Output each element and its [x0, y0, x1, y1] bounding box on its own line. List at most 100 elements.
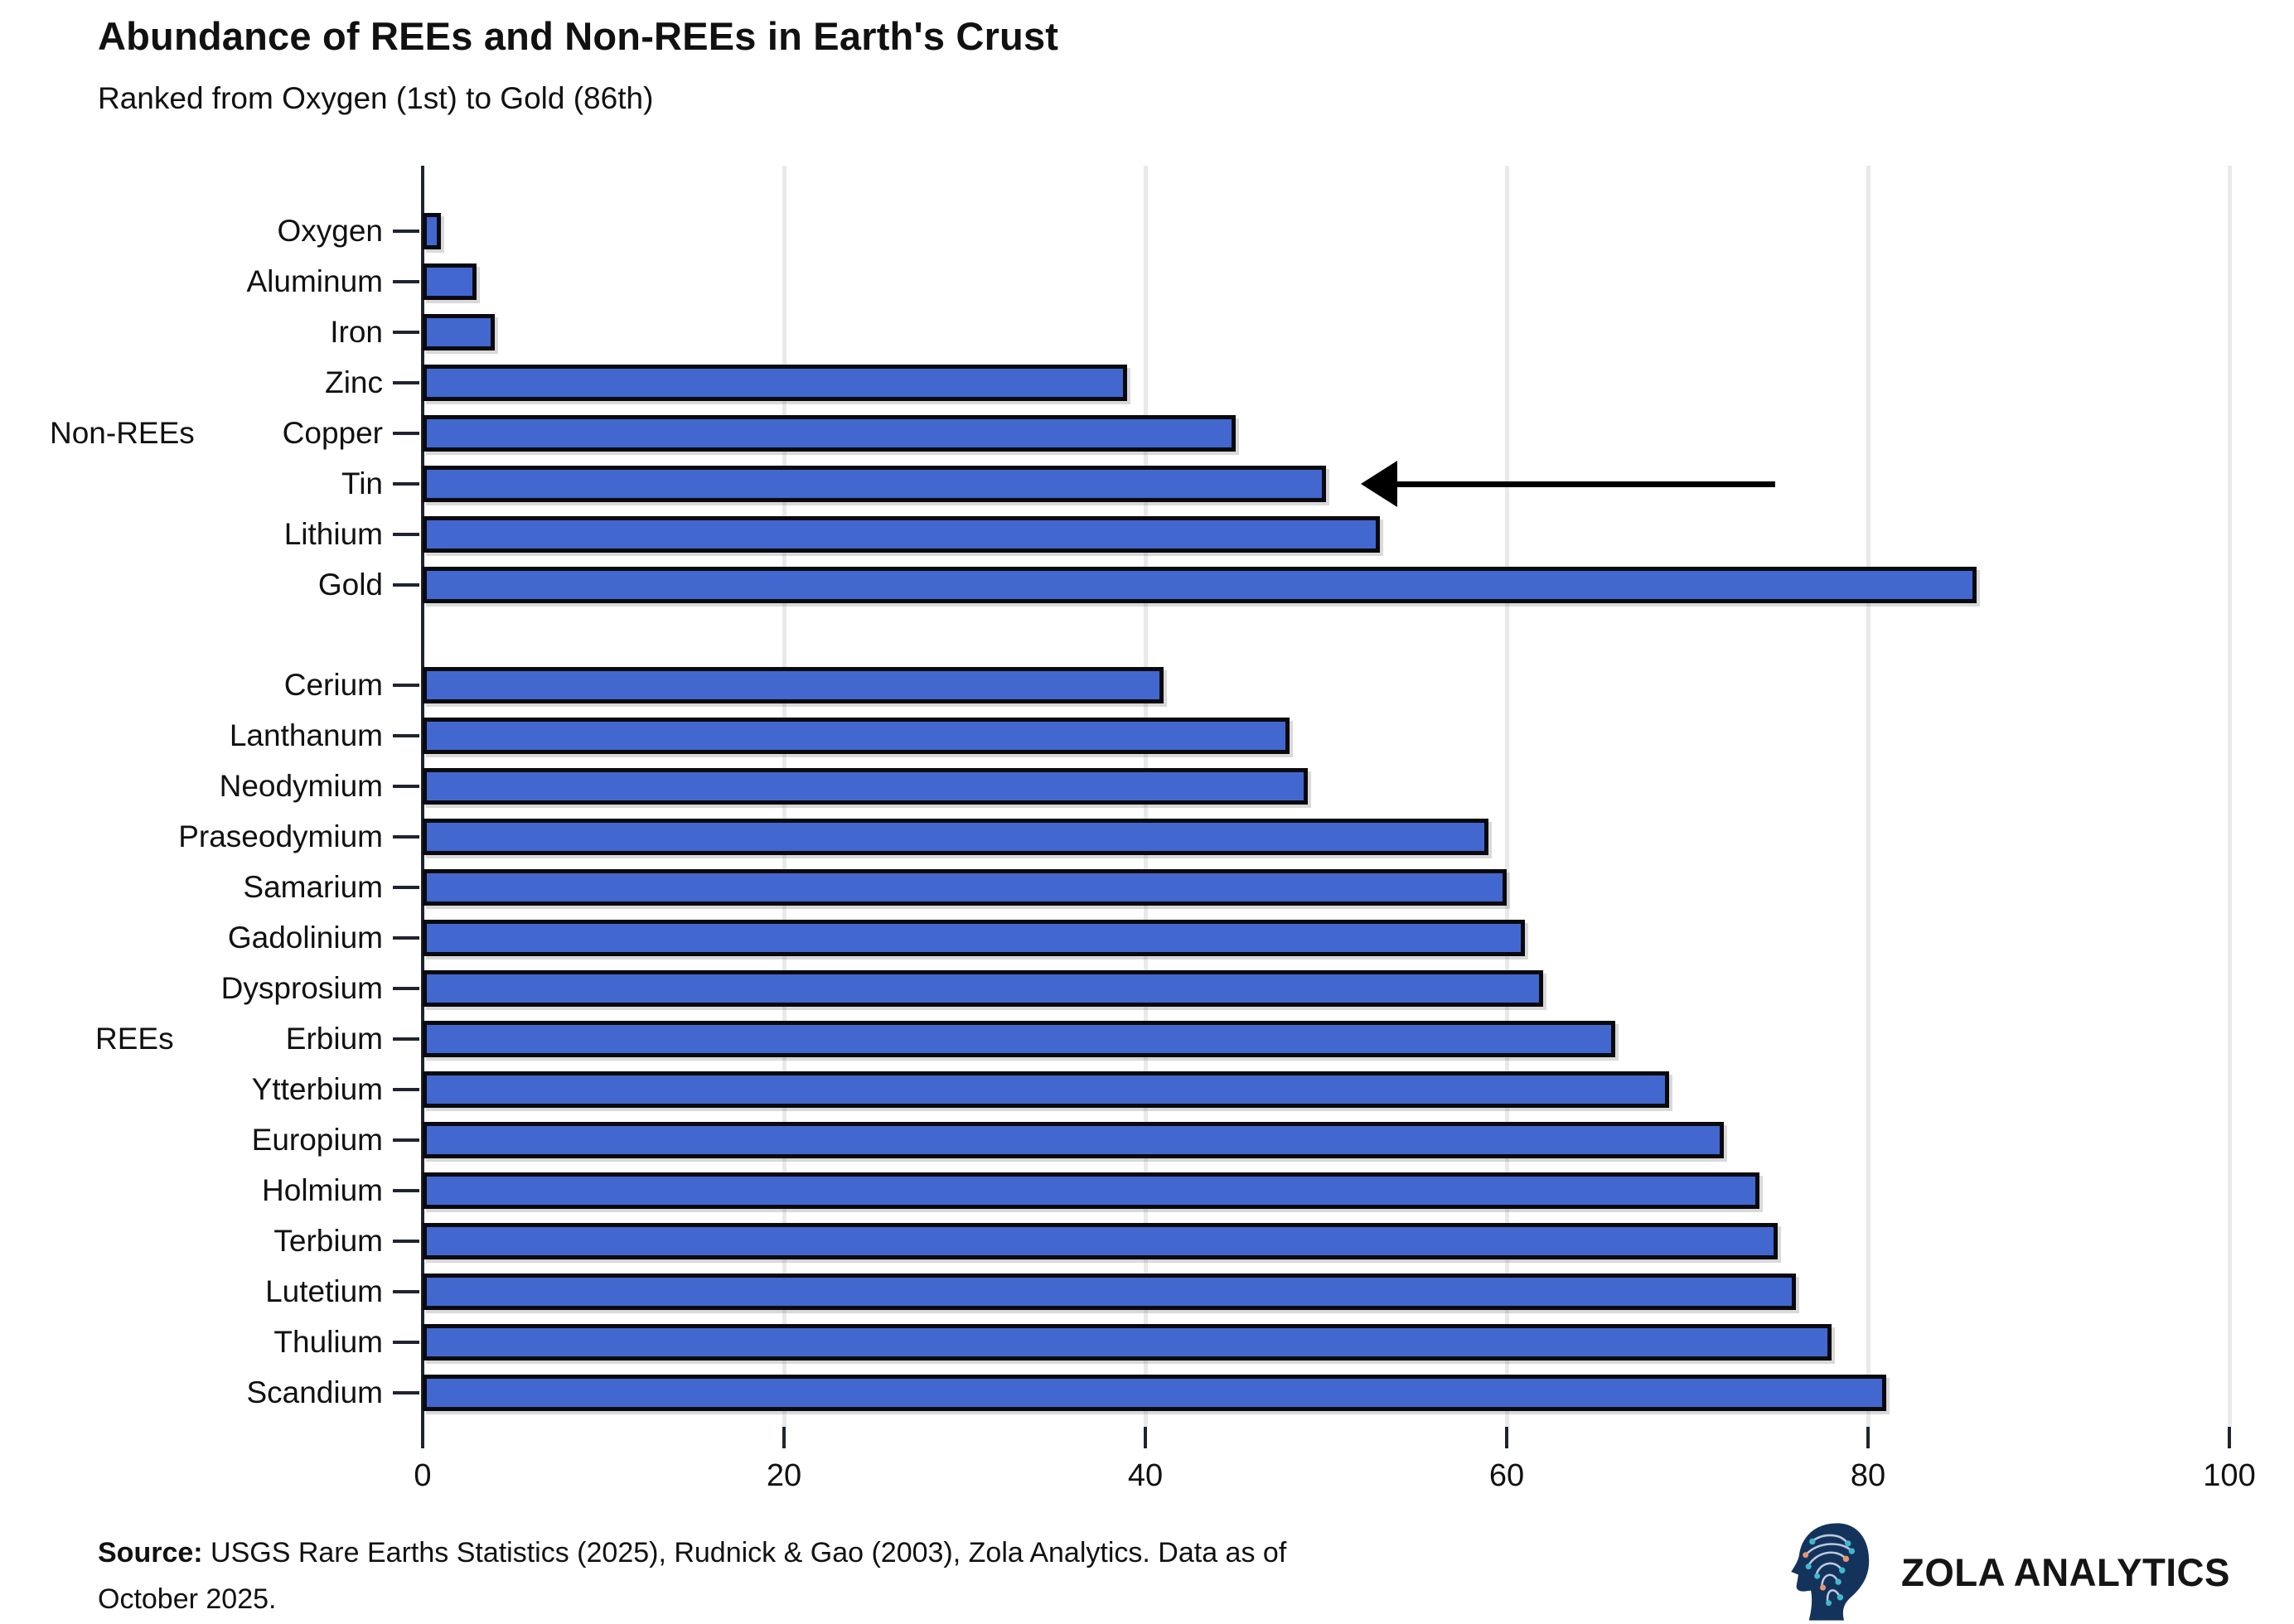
bar-ytterbium	[423, 1071, 1670, 1108]
x-tick-label-20: 20	[766, 1458, 802, 1493]
y-label-zinc: Zinc	[325, 365, 383, 399]
x-tick-label-60: 60	[1488, 1458, 1525, 1493]
y-tick-scandium	[393, 1391, 419, 1394]
y-tick-oxygen	[393, 230, 419, 233]
bar-terbium	[423, 1223, 1778, 1259]
brand-logo: ZOLA ANALYTICS	[1783, 1521, 2240, 1622]
bar-gadolinium	[423, 920, 1525, 956]
y-label-gadolinium: Gadolinium	[227, 921, 383, 955]
source-line2: October 2025.	[98, 1583, 277, 1616]
bar-europium	[423, 1122, 1724, 1158]
gridline-x-80	[1866, 166, 1871, 1427]
y-tick-tin	[393, 482, 419, 486]
y-tick-samarium	[393, 886, 419, 889]
bar-praseodymium	[423, 819, 1489, 855]
y-tick-lithium	[393, 533, 419, 536]
y-label-praseodymium: Praseodymium	[178, 819, 383, 853]
y-label-neodymium: Neodymium	[219, 769, 383, 803]
y-label-thulium: Thulium	[273, 1325, 383, 1359]
y-tick-holmium	[393, 1189, 419, 1192]
bar-copper	[423, 415, 1236, 452]
source-line1: USGS Rare Earths Statistics (2025), Rudn…	[202, 1537, 1287, 1568]
y-tick-gold	[393, 583, 419, 587]
y-tick-cerium	[393, 684, 419, 687]
x-tick-80	[1866, 1427, 1870, 1448]
y-tick-europium	[393, 1138, 419, 1142]
brand-name: ZOLA ANALYTICS	[1901, 1549, 2230, 1594]
chart-title: Abundance of REEs and Non-REEs in Earth'…	[98, 14, 1059, 58]
bar-holmium	[423, 1172, 1760, 1209]
bar-dysprosium	[423, 970, 1543, 1007]
y-tick-thulium	[393, 1341, 419, 1344]
x-tick-100	[2228, 1427, 2231, 1448]
bar-samarium	[423, 869, 1507, 906]
y-tick-ytterbium	[393, 1088, 419, 1091]
y-tick-lanthanum	[393, 734, 419, 737]
y-tick-erbium	[393, 1037, 419, 1041]
y-tick-iron	[393, 331, 419, 334]
y-label-aluminum: Aluminum	[246, 264, 384, 298]
y-axis-spine	[421, 166, 424, 1448]
y-tick-dysprosium	[393, 987, 419, 990]
x-tick-label-100: 100	[2203, 1458, 2256, 1493]
group-label-rees: REEs	[95, 1022, 174, 1056]
bar-lithium	[423, 516, 1381, 553]
bar-oxygen	[423, 213, 441, 249]
bar-scandium	[423, 1375, 1886, 1411]
source-prefix: Source:	[98, 1537, 203, 1568]
x-tick-20	[782, 1427, 786, 1448]
source-note: Source: USGS Rare Earths Statistics (202…	[98, 1530, 1286, 1622]
bar-neodymium	[423, 768, 1309, 805]
y-label-terbium: Terbium	[273, 1224, 383, 1258]
group-label-non-rees: Non-REEs	[50, 416, 195, 450]
y-label-scandium: Scandium	[246, 1375, 383, 1409]
y-tick-praseodymium	[393, 835, 419, 839]
bar-aluminum	[423, 263, 477, 300]
y-label-lithium: Lithium	[283, 517, 383, 551]
x-tick-label-40: 40	[1127, 1458, 1164, 1493]
y-label-lanthanum: Lanthanum	[229, 718, 383, 752]
x-tick-label-0: 0	[414, 1458, 432, 1493]
y-label-samarium: Samarium	[243, 870, 383, 904]
bar-iron	[423, 314, 496, 350]
gridline-x-60	[1505, 166, 1509, 1427]
bar-lanthanum	[423, 718, 1290, 754]
bar-lutetium	[423, 1274, 1796, 1310]
y-label-gold: Gold	[317, 568, 383, 602]
y-label-lutetium: Lutetium	[265, 1274, 383, 1308]
y-tick-copper	[393, 432, 419, 435]
annotation-arrow-head	[1361, 461, 1397, 507]
chart-subtitle: Ranked from Oxygen (1st) to Gold (86th)	[98, 81, 654, 115]
annotation-arrow-line	[1394, 481, 1775, 487]
bar-gold	[423, 567, 1977, 603]
x-tick-0	[421, 1427, 424, 1448]
y-tick-terbium	[393, 1240, 419, 1243]
bar-thulium	[423, 1324, 1832, 1361]
y-label-oxygen: Oxygen	[277, 214, 383, 248]
y-label-tin: Tin	[341, 466, 383, 500]
y-label-iron: Iron	[330, 315, 383, 349]
gridline-x-100	[2228, 166, 2232, 1427]
y-tick-aluminum	[393, 280, 419, 283]
bar-tin	[423, 466, 1326, 502]
x-tick-40	[1144, 1427, 1147, 1448]
circuit-head-icon	[1791, 1523, 1870, 1621]
y-label-europium: Europium	[251, 1123, 383, 1157]
y-tick-zinc	[393, 381, 419, 384]
y-label-holmium: Holmium	[262, 1173, 383, 1207]
y-tick-neodymium	[393, 785, 419, 788]
y-label-ytterbium: Ytterbium	[251, 1072, 383, 1106]
y-tick-lutetium	[393, 1290, 419, 1293]
bar-erbium	[423, 1021, 1615, 1057]
y-label-cerium: Cerium	[283, 668, 383, 702]
x-tick-60	[1505, 1427, 1508, 1448]
bar-zinc	[423, 365, 1128, 401]
bar-cerium	[423, 667, 1164, 703]
y-tick-gadolinium	[393, 936, 419, 940]
y-label-erbium: Erbium	[285, 1022, 383, 1056]
y-label-copper: Copper	[282, 416, 383, 450]
y-label-dysprosium: Dysprosium	[220, 971, 383, 1005]
plot-area: 0 20 40 60 80 100 Oxygen Aluminum Iron Zinc Copper…	[178, 166, 2256, 1493]
x-tick-label-80: 80	[1850, 1458, 1886, 1493]
